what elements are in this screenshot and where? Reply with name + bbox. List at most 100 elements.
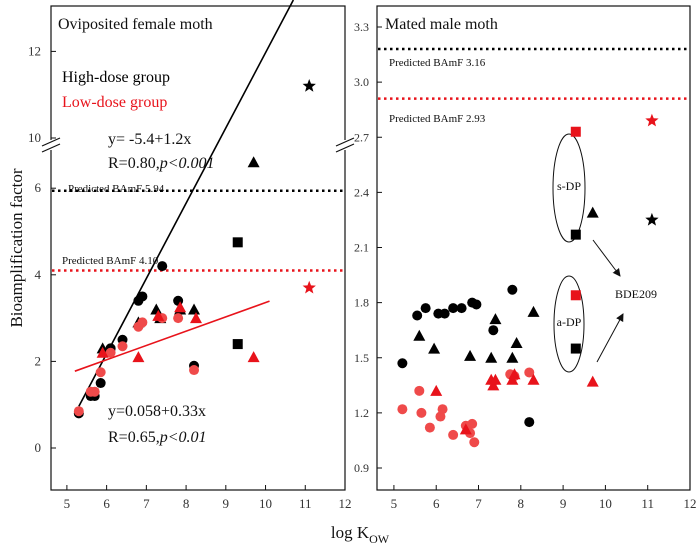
low-dose-circle-point bbox=[416, 407, 427, 418]
low-dose-circle-point bbox=[189, 365, 200, 376]
left-panel-title: Oviposited female moth bbox=[58, 16, 213, 33]
low-dose-star-point bbox=[645, 113, 659, 127]
high-dose-triangle-point bbox=[150, 303, 163, 315]
high-dose-circle-point bbox=[397, 358, 408, 369]
left-fit-lines bbox=[74, 0, 295, 407]
high-dose-circle-point bbox=[95, 378, 106, 389]
a-dp-ellipse bbox=[553, 275, 585, 373]
axis-break-right-gap bbox=[338, 140, 356, 150]
arrow-adp-to-bde209 bbox=[596, 313, 624, 363]
y-tick-label: 2.7 bbox=[354, 130, 369, 144]
y-tick-label: 2 bbox=[35, 353, 42, 368]
x-tick-label: 10 bbox=[599, 496, 612, 511]
x-tick-label: 8 bbox=[183, 496, 190, 511]
x-tick-label: 9 bbox=[560, 496, 567, 511]
axis-break-left-gap bbox=[40, 140, 58, 150]
y-tick-label: 10 bbox=[28, 130, 41, 145]
low-dose-triangle-point bbox=[586, 375, 599, 387]
x-tick-label: 11 bbox=[299, 496, 312, 511]
low-dose-circle-point bbox=[95, 367, 106, 378]
a-dp-label: a-DP bbox=[557, 315, 582, 329]
high-dose-square-point bbox=[232, 339, 243, 350]
high-dose-circle-point bbox=[420, 303, 431, 314]
axis-break-mark bbox=[41, 143, 61, 153]
low-dose-circle-point bbox=[137, 317, 148, 328]
high-dose-triangle-point bbox=[247, 156, 260, 168]
high-dose-triangle-point bbox=[586, 206, 599, 218]
y-tick-label: 2.4 bbox=[354, 185, 369, 199]
low-fit-equation: y=0.058+0.33x bbox=[108, 403, 206, 420]
high-fit-equation: y= -5.4+1.2x bbox=[108, 131, 191, 148]
legend-high-dose: High-dose group bbox=[62, 69, 170, 86]
y-tick-label: 0.9 bbox=[354, 461, 369, 475]
low-dose-triangle-point bbox=[489, 373, 502, 385]
y-tick-label: 2.1 bbox=[354, 241, 369, 255]
low-dose-circle-point bbox=[173, 313, 184, 324]
high-dose-square-point bbox=[232, 237, 243, 248]
low-dose-triangle-point bbox=[152, 309, 165, 321]
low-dose-circle-point bbox=[437, 404, 448, 415]
low-dose-triangle-point bbox=[430, 384, 443, 396]
x-tick-label: 12 bbox=[339, 496, 352, 511]
x-tick-label: 7 bbox=[143, 496, 150, 511]
low-dose-circle-point bbox=[89, 386, 100, 397]
low-dose-triangle-point bbox=[527, 373, 540, 385]
s-dp-label: s-DP bbox=[557, 179, 581, 193]
high-fit-p: p<0.001 bbox=[159, 155, 215, 172]
predicted-low-label-right: Predicted BAmF 2.93 bbox=[389, 113, 486, 125]
left-axis-ticks: 5 6 7 8 9 10 11 12 0 2 4 6 10 12 bbox=[28, 43, 352, 511]
high-dose-fit-line bbox=[78, 0, 295, 407]
axis-break-mark bbox=[335, 143, 355, 153]
axis-break-marks bbox=[40, 137, 356, 153]
low-dose-circle-point bbox=[117, 341, 128, 352]
predicted-high-label-right: Predicted BAmF 3.16 bbox=[389, 57, 486, 69]
high-dose-circle-point bbox=[524, 417, 535, 428]
x-axis-label: log KOW bbox=[331, 523, 390, 546]
low-fit-p: p<0.01 bbox=[159, 429, 207, 446]
y-tick-label: 6 bbox=[35, 180, 42, 195]
axis-break-mark bbox=[41, 137, 61, 147]
right-axis-ticks: 5 6 7 8 9 10 11 12 0.9 1.2 1.5 1.8 2.1 2.4 2.7 3.0 3.3 bbox=[354, 20, 697, 511]
low-dose-triangle-point bbox=[96, 346, 109, 358]
right-axes-frame bbox=[376, 5, 691, 491]
x-tick-label: 9 bbox=[223, 496, 230, 511]
left-axes-frame bbox=[50, 5, 346, 491]
high-dose-triangle-point bbox=[527, 305, 540, 317]
high-dose-square-point bbox=[570, 229, 581, 240]
low-dose-fit-line bbox=[74, 300, 270, 372]
high-dose-star-point bbox=[645, 212, 659, 226]
x-axis-label-subscript: OW bbox=[369, 532, 390, 546]
s-dp-ellipse bbox=[552, 133, 586, 243]
high-dose-circle-point bbox=[439, 308, 450, 319]
right-panel-title: Mated male moth bbox=[385, 16, 498, 33]
y-tick-label: 0 bbox=[35, 440, 42, 455]
x-tick-label: 6 bbox=[103, 496, 110, 511]
x-tick-label: 8 bbox=[518, 496, 525, 511]
high-dose-circle-point bbox=[471, 299, 482, 310]
high-dose-circle-point bbox=[456, 303, 467, 314]
low-dose-triangle-point bbox=[506, 373, 519, 385]
y-tick-label: 3.0 bbox=[354, 75, 369, 89]
y-axis-label: Bioamplification factor bbox=[7, 168, 26, 327]
predicted-low-label: Predicted BAmF 4.10 bbox=[62, 255, 159, 267]
predicted-high-label: Predicted BAmF 5.94 bbox=[68, 183, 165, 195]
right-reference-lines bbox=[378, 47, 689, 100]
high-dose-circle-point bbox=[488, 325, 499, 336]
high-dose-circle-point bbox=[448, 303, 459, 314]
x-axis-label-main: log K bbox=[331, 523, 370, 542]
x-tick-label: 5 bbox=[391, 496, 398, 511]
high-dose-triangle-point bbox=[506, 351, 519, 363]
right-data-points bbox=[397, 113, 659, 448]
left-data-points bbox=[73, 79, 316, 419]
high-fit-stats: R=0.80,p<0.001 bbox=[108, 155, 215, 172]
low-dose-circle-point bbox=[469, 437, 480, 448]
left-plot-area bbox=[50, 5, 346, 491]
high-dose-star-point bbox=[302, 79, 316, 92]
left-panel: Oviposited female moth High-dose group L… bbox=[28, 0, 356, 511]
high-dose-circle-point bbox=[412, 310, 423, 321]
low-dose-circle-point bbox=[448, 429, 459, 440]
high-dose-triangle-point bbox=[464, 349, 477, 361]
high-dose-triangle-point bbox=[428, 342, 441, 354]
high-dose-circle-point bbox=[157, 261, 168, 272]
y-tick-label: 3.3 bbox=[354, 20, 369, 34]
